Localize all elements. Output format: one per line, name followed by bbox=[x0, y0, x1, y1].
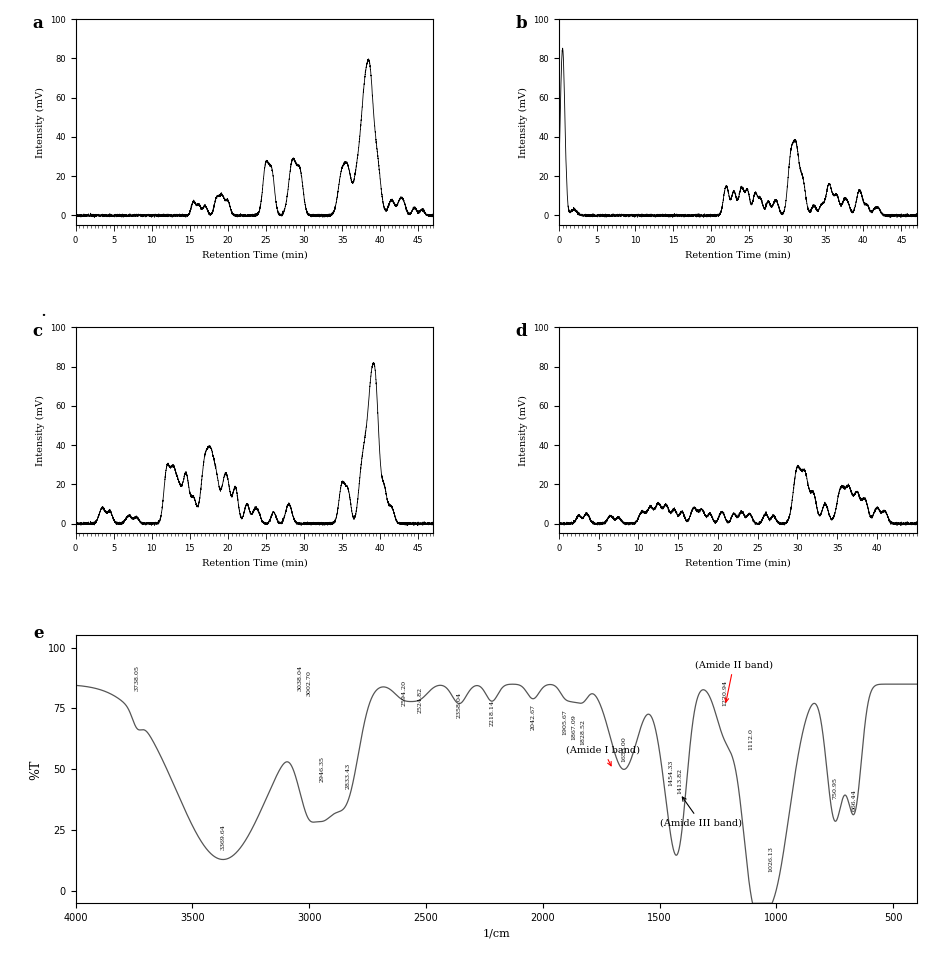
Text: 2524.82: 2524.82 bbox=[417, 687, 423, 713]
X-axis label: Retention Time (min): Retention Time (min) bbox=[684, 558, 790, 567]
Text: 1867.09: 1867.09 bbox=[571, 714, 576, 740]
Y-axis label: %T: %T bbox=[29, 759, 42, 779]
Text: 3038.04: 3038.04 bbox=[297, 665, 302, 692]
X-axis label: 1/cm: 1/cm bbox=[481, 928, 510, 939]
Text: b: b bbox=[515, 15, 527, 32]
Text: 666.44: 666.44 bbox=[851, 789, 856, 811]
Text: (Amide III band): (Amide III band) bbox=[659, 797, 741, 827]
Text: 2218.14: 2218.14 bbox=[489, 700, 494, 726]
Text: 1026.13: 1026.13 bbox=[767, 846, 772, 872]
Text: 1220.94: 1220.94 bbox=[722, 680, 727, 706]
Text: 3738.05: 3738.05 bbox=[134, 665, 139, 692]
X-axis label: Retention Time (min): Retention Time (min) bbox=[201, 250, 307, 259]
Text: 2042.67: 2042.67 bbox=[530, 704, 535, 730]
Text: 1653.00: 1653.00 bbox=[621, 736, 626, 762]
Text: 2833.43: 2833.43 bbox=[346, 763, 350, 789]
Text: d: d bbox=[515, 323, 527, 340]
Text: 2358.04: 2358.04 bbox=[456, 692, 462, 718]
Text: 3002.70: 3002.70 bbox=[306, 671, 311, 697]
Text: 1905.67: 1905.67 bbox=[562, 709, 567, 735]
X-axis label: Retention Time (min): Retention Time (min) bbox=[684, 250, 790, 259]
Text: (Amide II band): (Amide II band) bbox=[694, 660, 772, 702]
Text: 2594.20: 2594.20 bbox=[401, 680, 406, 706]
Y-axis label: Intensity (mV): Intensity (mV) bbox=[36, 86, 44, 158]
Text: 3369.64: 3369.64 bbox=[220, 824, 226, 850]
Y-axis label: Intensity (mV): Intensity (mV) bbox=[518, 86, 527, 158]
Text: (Amide I band): (Amide I band) bbox=[565, 746, 639, 766]
Text: e: e bbox=[34, 625, 44, 642]
X-axis label: Retention Time (min): Retention Time (min) bbox=[201, 558, 307, 567]
Text: ·: · bbox=[40, 307, 46, 325]
Text: c: c bbox=[33, 323, 42, 340]
Text: 1828.52: 1828.52 bbox=[580, 719, 585, 745]
Y-axis label: Intensity (mV): Intensity (mV) bbox=[518, 395, 527, 466]
Text: a: a bbox=[33, 15, 43, 32]
Text: 1112.0: 1112.0 bbox=[747, 727, 752, 750]
Text: 1413.82: 1413.82 bbox=[677, 768, 682, 794]
Text: 2946.35: 2946.35 bbox=[319, 755, 324, 781]
Text: 1454.33: 1454.33 bbox=[667, 760, 672, 786]
Y-axis label: Intensity (mV): Intensity (mV) bbox=[36, 395, 44, 466]
Text: 750.95: 750.95 bbox=[832, 776, 836, 799]
